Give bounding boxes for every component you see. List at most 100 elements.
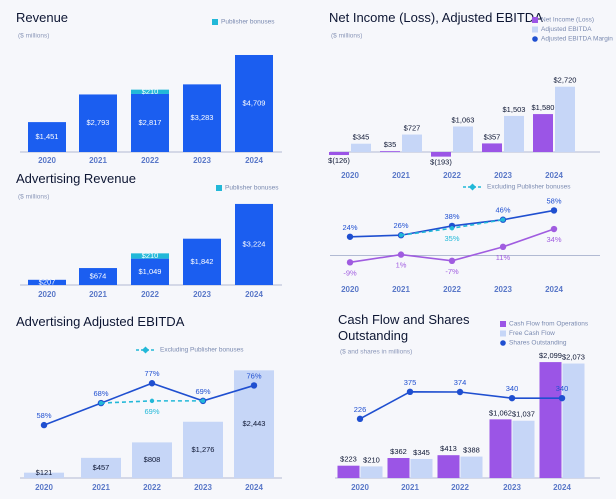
legend-label: Publisher bonuses — [221, 19, 275, 26]
legend-label: Excluding Publisher bonuses — [160, 347, 244, 354]
value-label: 374 — [454, 378, 467, 387]
x-tick-label: 2024 — [553, 483, 571, 492]
bar — [437, 455, 460, 478]
value-label: 340 — [556, 384, 569, 393]
legend-label: Cash Flow from Operations — [509, 321, 589, 328]
chart-panel: Revenue ($ millions) 2020 2021 2022 2023 2024 $… — [16, 10, 282, 165]
x-tick-label: 2020 — [38, 290, 56, 299]
legend-swatch — [500, 330, 506, 337]
line — [43, 382, 255, 426]
value-label: 226 — [354, 405, 367, 414]
bar — [431, 152, 451, 157]
chart-title: Revenue — [16, 10, 69, 25]
x-tick-label: 2024 — [245, 156, 263, 165]
x-tick-label: 2023 — [193, 156, 211, 165]
value-label: $357 — [484, 132, 501, 141]
legend-label: Shares Outstanding — [509, 340, 567, 347]
x-tick-label: 2021 — [89, 156, 107, 165]
chart-subtitle: ($ millions) — [331, 33, 362, 40]
value-label: $1,049 — [139, 267, 162, 276]
line-marker — [456, 388, 464, 396]
bar — [79, 268, 117, 285]
bar — [410, 458, 433, 478]
x-tick-label: 2020 — [35, 483, 53, 492]
x-tick-label: 2022 — [443, 171, 461, 180]
chart-panel: Advertising Revenue ($ millions) 2020 2021 2… — [16, 171, 282, 299]
value-label: $35 — [384, 140, 397, 149]
value-label: 69% — [144, 407, 159, 416]
bar — [235, 203, 273, 285]
bar — [504, 115, 524, 152]
x-tick-label: 2020 — [38, 156, 56, 165]
value-label: $121 — [36, 468, 53, 477]
value-label: 24% — [342, 223, 357, 232]
value-label: $362 — [390, 447, 407, 456]
value-label: $388 — [463, 446, 480, 455]
bar — [533, 114, 553, 152]
x-tick-label: 2020 — [351, 483, 369, 492]
bar — [489, 419, 512, 478]
x-tick-label: 2022 — [141, 290, 159, 299]
value-label: -7% — [445, 267, 459, 276]
line-marker — [250, 382, 258, 389]
x-tick-label: 2021 — [392, 171, 410, 180]
legend-label: Adjusted EBITDA — [541, 26, 592, 33]
x-tick-label: 2023 — [193, 290, 211, 299]
value-label: $3,224 — [243, 239, 266, 248]
x-tick-label: 2022 — [451, 483, 469, 492]
value-label: $1,062 — [489, 408, 512, 417]
x-tick-label: 2024 — [245, 290, 263, 299]
value-label: $345 — [413, 448, 430, 457]
value-label: $727 — [404, 124, 421, 133]
line-marker — [448, 257, 456, 264]
bar — [131, 93, 169, 152]
chart-title: Net Income (Loss), Adjusted EBITDA — [329, 10, 543, 25]
legend-swatch — [532, 36, 538, 42]
title-box: Advertising Revenue — [16, 171, 136, 186]
value-label: $4,709 — [243, 98, 266, 107]
value-label: $345 — [353, 133, 370, 142]
chart-title: Advertising Revenue — [16, 171, 136, 186]
value-label: 34% — [546, 235, 561, 244]
chart-subtitle: ($ millions) — [18, 194, 49, 201]
value-label: $(193) — [430, 158, 452, 167]
bar — [131, 253, 169, 259]
x-tick-label: 2024 — [245, 483, 263, 492]
value-label: 68% — [93, 389, 108, 398]
bar — [337, 465, 360, 478]
line-marker — [550, 207, 558, 214]
line-marker — [40, 421, 48, 429]
bar — [402, 134, 422, 152]
line-marker — [550, 225, 558, 233]
bar — [512, 420, 535, 478]
value-label: $457 — [93, 463, 110, 472]
value-label: $210 — [363, 455, 380, 464]
legend-swatch — [468, 183, 477, 191]
line-marker — [200, 398, 206, 404]
legend-swatch — [500, 340, 506, 346]
value-label: 46% — [495, 206, 510, 215]
value-label: 69% — [195, 387, 210, 396]
value-label: $2,073 — [562, 353, 585, 362]
value-label: $1,276 — [192, 445, 215, 454]
bar — [183, 238, 221, 285]
x-tick-label: 2023 — [503, 483, 521, 492]
value-label: $2,443 — [243, 419, 266, 428]
line-marker — [449, 226, 455, 231]
bar — [387, 458, 410, 478]
value-label: 38% — [444, 212, 459, 221]
bar — [562, 363, 585, 478]
line-marker — [508, 394, 516, 402]
value-label: $3,283 — [191, 113, 214, 122]
value-label: $1,580 — [532, 103, 555, 112]
bar — [380, 151, 400, 152]
value-label: 58% — [546, 196, 561, 205]
bar — [28, 122, 66, 152]
line-marker — [148, 380, 156, 387]
value-label: $207 — [39, 277, 56, 286]
value-label: 1% — [396, 261, 407, 270]
legend-label: Net Income (Loss) — [541, 17, 594, 24]
value-label: 375 — [404, 378, 417, 387]
legend-swatch — [532, 26, 538, 33]
